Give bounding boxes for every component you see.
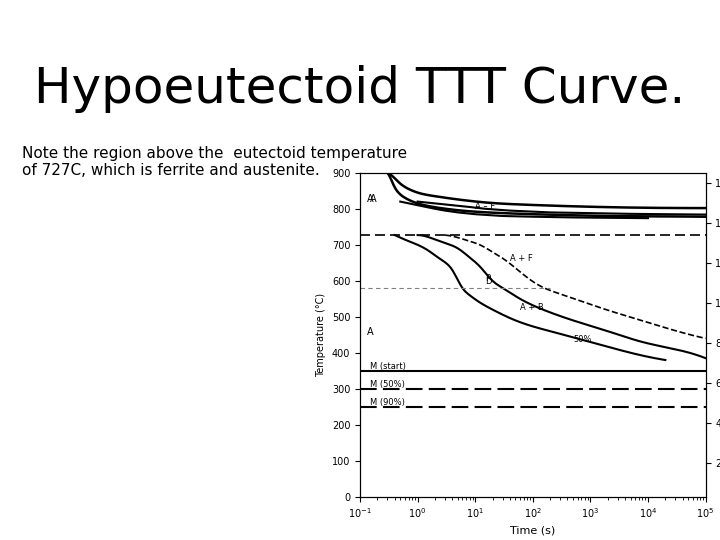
Text: A: A (370, 194, 377, 204)
X-axis label: Time (s): Time (s) (510, 526, 555, 536)
Text: P: P (485, 274, 490, 283)
Text: 50%: 50% (573, 335, 592, 344)
Text: A + B: A + B (520, 302, 544, 312)
Text: M (start): M (start) (370, 362, 406, 371)
Text: M (90%): M (90%) (370, 398, 405, 407)
Text: A: A (366, 194, 373, 204)
Y-axis label: Temperature (°C): Temperature (°C) (316, 293, 326, 377)
Text: A + F: A + F (510, 254, 533, 263)
Text: A: A (366, 327, 373, 337)
Text: A – F: A – F (475, 202, 495, 211)
Text: D: D (485, 278, 492, 286)
Text: M (50%): M (50%) (370, 380, 405, 389)
Text: Hypoeutectoid TTT Curve.: Hypoeutectoid TTT Curve. (35, 65, 685, 113)
Text: Note the region above the  eutectoid temperature
of 727C, which is ferrite and a: Note the region above the eutectoid temp… (22, 146, 407, 178)
